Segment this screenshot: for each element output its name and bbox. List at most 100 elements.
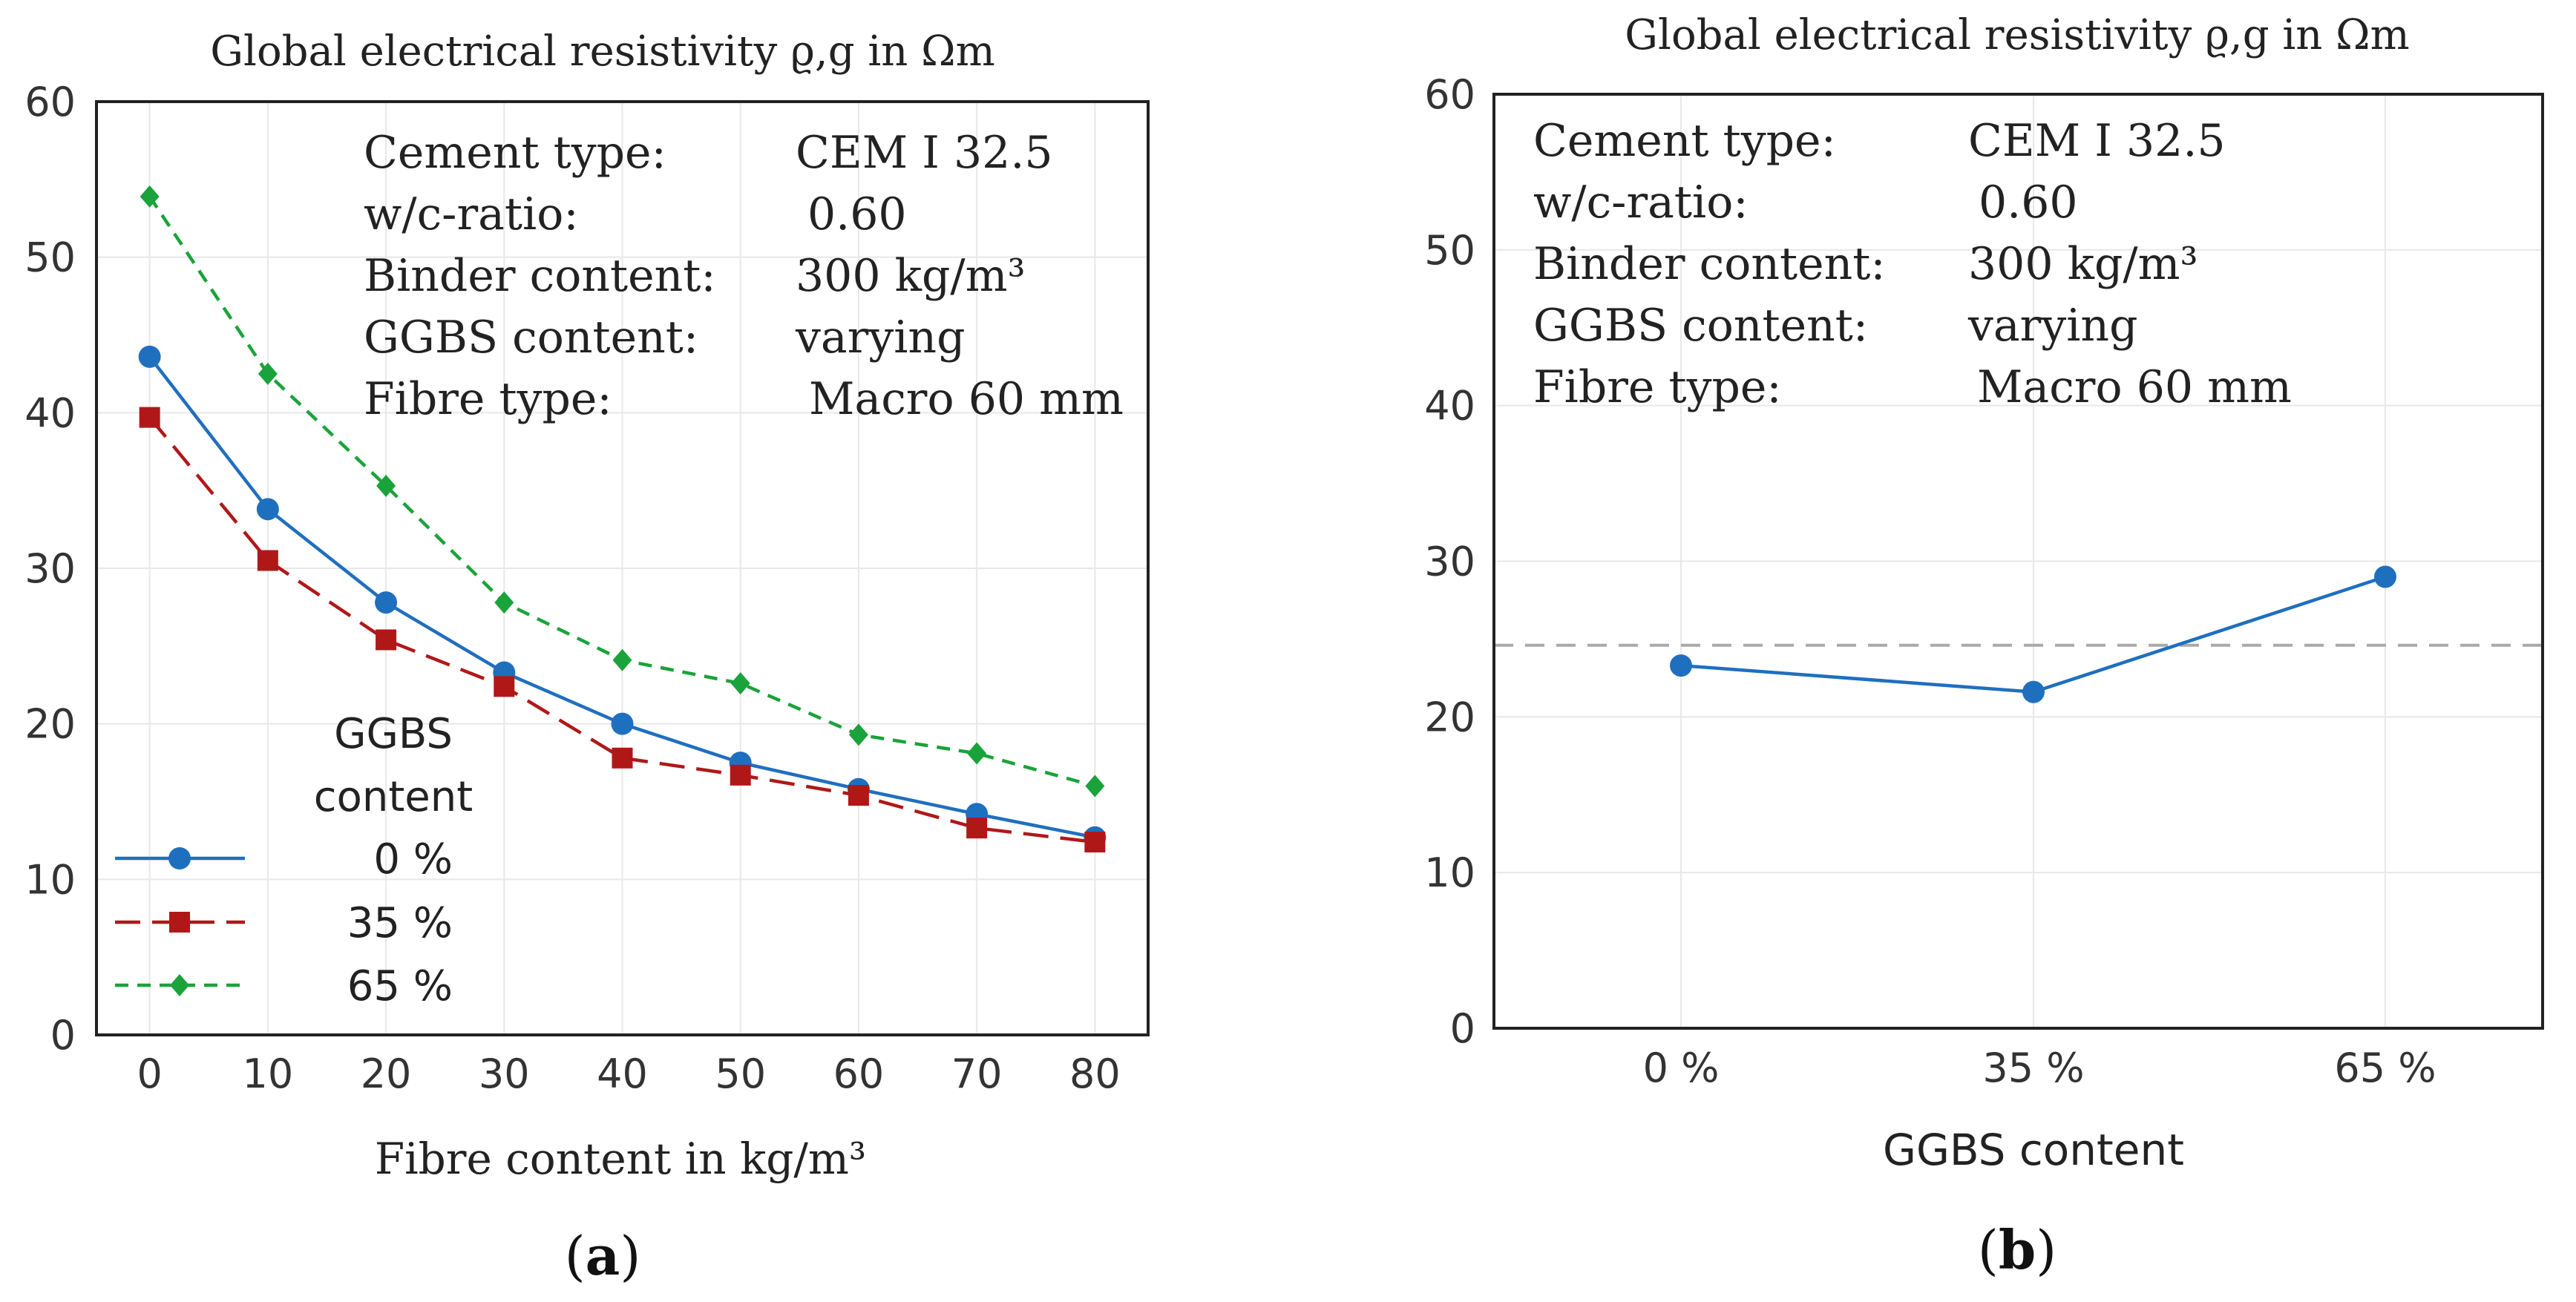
b-y-tick-label: 40 — [1424, 383, 1475, 430]
data-point — [258, 362, 278, 385]
chart-a: Global electrical resistivity ϱ,g in Ωm … — [24, 27, 1150, 1287]
info-b-label-binder: Binder content: — [1533, 238, 1886, 290]
data-point — [376, 474, 396, 497]
info-a-value-wc: 0.60 — [807, 188, 907, 240]
info-a-label-ggbs: GGBS content: — [364, 312, 698, 364]
info-a-value-binder: 300 kg/m³ — [796, 250, 1026, 302]
info-b-value-cement: CEM I 32.5 — [1968, 115, 2226, 167]
info-b-value-binder: 300 kg/m³ — [1968, 238, 2198, 290]
data-point — [730, 764, 751, 786]
data-point — [2022, 680, 2045, 703]
b-x-tick-label: 0 % — [1643, 1045, 1720, 1091]
info-b-label-ggbs: GGBS content: — [1533, 300, 1868, 352]
info-a-label-cement: Cement type: — [364, 127, 666, 179]
chart-a-legend: GGBS content 0 % 35 % 65 % — [115, 710, 473, 1010]
data-point — [138, 345, 161, 368]
data-point — [376, 629, 397, 651]
chart-b: Global electrical resistivity ϱ,g in Ωm … — [1424, 11, 2544, 1281]
info-a-value-ggbs: varying — [795, 312, 966, 364]
a-x-tick-label: 20 — [361, 1051, 412, 1097]
b-y-tick-label: 60 — [1424, 71, 1475, 118]
a-x-tick-label: 70 — [951, 1051, 1003, 1097]
legend-label: 0 % — [373, 835, 453, 884]
data-point — [257, 550, 278, 571]
info-a-label-binder: Binder content: — [364, 250, 716, 302]
info-b-value-ggbs: varying — [1967, 300, 2138, 352]
legend-title-line2: content — [314, 773, 473, 821]
info-a-label-fibre: Fibre type: — [364, 373, 612, 425]
a-x-tick-label: 80 — [1069, 1051, 1121, 1097]
info-b-label-cement: Cement type: — [1533, 115, 1836, 167]
legend-marker — [170, 974, 189, 996]
info-b-label-fibre: Fibre type: — [1533, 361, 1782, 413]
data-point — [140, 185, 160, 208]
data-point — [1670, 654, 1692, 677]
legend-marker — [168, 847, 191, 869]
panel-label-a-letter: a — [586, 1224, 620, 1287]
legend-marker — [169, 912, 190, 933]
b-x-tick-label: 65 % — [2334, 1045, 2436, 1091]
a-x-tick-label: 60 — [833, 1051, 885, 1097]
data-point — [139, 407, 160, 428]
a-x-tick-label: 0 — [137, 1051, 162, 1097]
data-point — [848, 723, 868, 746]
chart-a-title: Global electrical resistivity ϱ,g in Ωm — [210, 27, 994, 76]
legend-title-line1: GGBS — [334, 710, 453, 758]
panel-label-a: (a) — [565, 1224, 641, 1287]
data-point — [2374, 565, 2396, 588]
a-y-tick-label: 10 — [24, 856, 76, 903]
chart-b-info-box: Cement type: CEM I 32.5 w/c-ratio: 0.60 … — [1533, 115, 2292, 413]
chart-a-y-ticks: 0 10 20 30 40 50 60 — [24, 79, 76, 1059]
chart-b-title: Global electrical resistivity ϱ,g in Ωm — [1625, 11, 2409, 59]
info-b-label-wc: w/c-ratio: — [1533, 177, 1749, 228]
a-x-tick-label: 30 — [479, 1051, 530, 1097]
panel-label-b-letter: b — [1999, 1218, 2036, 1281]
a-y-tick-label: 30 — [24, 545, 76, 592]
data-point — [1085, 775, 1105, 798]
legend-item-0: 0 % — [115, 835, 453, 884]
chart-a-plot-frame — [95, 100, 1150, 1036]
chart-b-plot-frame — [1492, 93, 2544, 1030]
chart-b-y-ticks: 0 10 20 30 40 50 60 — [1424, 71, 1475, 1052]
chart-b-x-ticks: 0 % 35 % 65 % — [1643, 1045, 2436, 1091]
a-y-tick-label: 50 — [24, 234, 76, 281]
data-point — [494, 591, 514, 614]
chart-a-gridlines — [96, 101, 1148, 1036]
a-y-tick-label: 60 — [24, 79, 76, 125]
info-a-label-wc: w/c-ratio: — [364, 188, 579, 240]
chart-b-x-axis-label: GGBS content — [1883, 1125, 2184, 1175]
info-b-value-fibre: Macro 60 mm — [1977, 361, 2292, 413]
data-point — [256, 498, 279, 521]
chart-a-info-box: Cement type: CEM I 32.5 w/c-ratio: 0.60 … — [364, 127, 1124, 425]
b-x-tick-label: 35 % — [1982, 1045, 2084, 1091]
info-a-value-fibre: Macro 60 mm — [809, 373, 1124, 425]
data-point — [375, 591, 398, 614]
chart-a-series — [138, 185, 1107, 853]
data-point — [848, 785, 869, 806]
a-y-tick-label: 0 — [50, 1012, 76, 1059]
b-y-tick-label: 30 — [1424, 539, 1475, 585]
data-point — [611, 712, 634, 735]
b-y-tick-label: 0 — [1450, 1005, 1475, 1052]
info-b-value-wc: 0.60 — [1979, 177, 2078, 228]
series-35-ggbs — [139, 407, 1106, 853]
data-point — [966, 818, 988, 839]
series-line — [148, 416, 1095, 844]
a-x-tick-label: 50 — [715, 1051, 766, 1097]
data-point — [612, 747, 633, 769]
chart-a-x-ticks: 0 10 20 30 40 50 60 70 80 — [137, 1051, 1120, 1097]
data-point — [612, 648, 632, 671]
a-x-tick-label: 40 — [597, 1051, 648, 1097]
series-mean — [1670, 565, 2396, 703]
series-65-ggbs — [140, 185, 1105, 798]
data-point — [967, 742, 987, 765]
chart-b-series — [1670, 565, 2396, 703]
legend-label: 35 % — [347, 899, 453, 947]
legend-label: 65 % — [347, 962, 453, 1010]
legend-item-65: 65 % — [115, 962, 453, 1010]
a-y-tick-label: 40 — [24, 389, 76, 436]
a-y-tick-label: 20 — [24, 701, 76, 748]
data-point — [494, 676, 515, 697]
b-y-tick-label: 20 — [1424, 694, 1475, 740]
